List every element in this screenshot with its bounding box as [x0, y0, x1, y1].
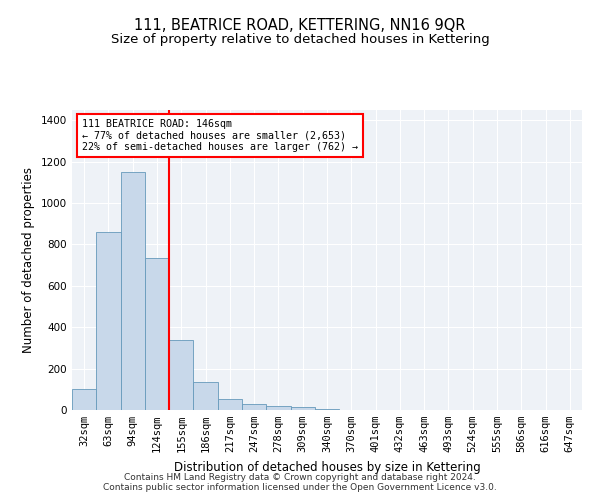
- Text: Contains HM Land Registry data © Crown copyright and database right 2024.: Contains HM Land Registry data © Crown c…: [124, 474, 476, 482]
- Bar: [96, 232, 121, 410]
- Bar: [315, 409, 339, 410]
- Bar: [72, 390, 96, 410]
- Bar: [290, 407, 315, 410]
- Y-axis label: Number of detached properties: Number of detached properties: [22, 167, 35, 353]
- Text: Contains public sector information licensed under the Open Government Licence v3: Contains public sector information licen…: [103, 484, 497, 492]
- Text: 111, BEATRICE ROAD, KETTERING, NN16 9QR: 111, BEATRICE ROAD, KETTERING, NN16 9QR: [134, 18, 466, 32]
- Text: Size of property relative to detached houses in Kettering: Size of property relative to detached ho…: [110, 32, 490, 46]
- Bar: [121, 172, 145, 410]
- Bar: [169, 340, 193, 410]
- Bar: [145, 258, 169, 410]
- Text: 111 BEATRICE ROAD: 146sqm
← 77% of detached houses are smaller (2,653)
22% of se: 111 BEATRICE ROAD: 146sqm ← 77% of detac…: [82, 119, 358, 152]
- Bar: [242, 404, 266, 410]
- Bar: [266, 406, 290, 410]
- Bar: [193, 382, 218, 410]
- X-axis label: Distribution of detached houses by size in Kettering: Distribution of detached houses by size …: [173, 460, 481, 473]
- Bar: [218, 398, 242, 410]
